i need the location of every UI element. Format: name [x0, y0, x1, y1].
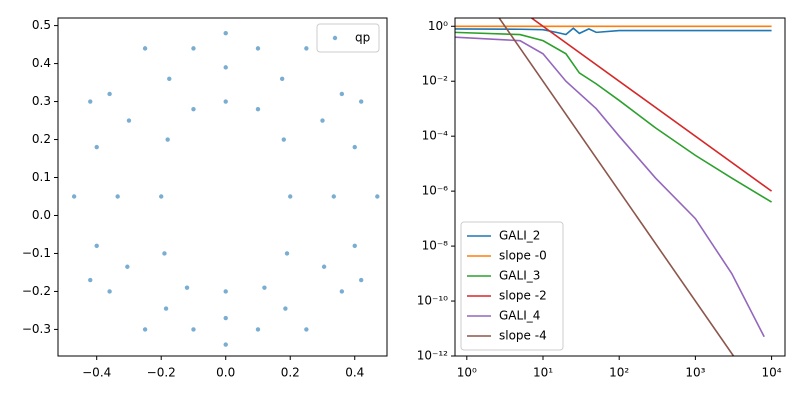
point: [223, 99, 228, 104]
point: [304, 327, 309, 332]
point: [184, 285, 190, 290]
x-tick-label: −0.2: [147, 366, 176, 380]
legend-box: [316, 23, 380, 53]
point: [94, 144, 99, 150]
legend-label: qp: [355, 31, 370, 45]
point: [88, 277, 93, 283]
y-tick-label: 10⁰: [428, 19, 448, 33]
point: [126, 118, 132, 123]
point: [223, 315, 228, 321]
y-tick-label: 0.3: [32, 94, 51, 108]
point: [339, 91, 345, 97]
plot-area: [71, 30, 380, 347]
point: [284, 251, 290, 256]
axes-frame: [57, 17, 388, 357]
point: [320, 118, 325, 123]
point: [125, 264, 130, 269]
point: [331, 194, 336, 199]
point: [142, 46, 148, 51]
y-tick-label: 0.0: [32, 208, 51, 222]
x-tick-label: 10²: [609, 366, 629, 380]
point: [163, 306, 169, 311]
y-tick-label: 10⁻⁴: [422, 129, 449, 143]
point: [358, 277, 364, 283]
y-tick-label: 10⁻¹²: [417, 349, 448, 363]
x-tick-label: 0.4: [345, 366, 364, 380]
point: [375, 194, 380, 199]
legend-label: slope -0: [499, 249, 547, 263]
point: [255, 327, 261, 332]
y-tick-label: 0.2: [32, 132, 51, 146]
point: [339, 289, 345, 294]
plot-area: [455, 18, 773, 356]
point: [115, 194, 120, 199]
point: [165, 137, 170, 142]
point: [304, 46, 309, 51]
point: [283, 306, 288, 311]
point: [107, 289, 112, 294]
point: [352, 243, 357, 249]
x-tick-label: 0.0: [216, 366, 235, 380]
point: [191, 327, 196, 332]
x-tick-label: 10⁴: [762, 366, 782, 380]
point: [88, 99, 93, 104]
y-tick-label: −0.3: [22, 322, 51, 336]
x-tick-label: −0.4: [82, 366, 111, 380]
y-tick-label: −0.2: [22, 284, 51, 298]
line: [530, 18, 773, 192]
line: [455, 36, 765, 338]
point: [107, 91, 112, 97]
point: [262, 285, 267, 290]
point: [71, 194, 77, 199]
point: [159, 194, 164, 199]
point: [223, 342, 228, 347]
line: [498, 18, 735, 356]
line: [455, 27, 772, 36]
y-tick-label: 0.5: [32, 18, 51, 32]
y-tick-label: 10⁻¹⁰: [417, 294, 448, 308]
point: [281, 137, 286, 142]
point: [321, 264, 327, 269]
x-tick-label: 10³: [685, 366, 705, 380]
legend-label: GALI_4: [499, 309, 540, 323]
legend-box: [460, 221, 564, 351]
point: [162, 251, 167, 256]
point: [223, 65, 228, 70]
point: [223, 30, 228, 36]
axes-frame: [454, 17, 786, 357]
y-tick-label: 10⁻⁶: [422, 184, 449, 198]
y-tick-label: 0.1: [32, 170, 51, 184]
point: [358, 99, 364, 104]
point: [94, 243, 99, 249]
line: [455, 31, 772, 203]
legend-label: slope -2: [499, 289, 547, 303]
legend-marker: [332, 35, 338, 41]
y-tick-label: 10⁻²: [422, 74, 449, 88]
point: [255, 106, 261, 112]
x-tick-label: 0.2: [281, 366, 300, 380]
point: [191, 106, 196, 112]
point: [352, 144, 357, 150]
point: [279, 76, 285, 81]
legend-label: slope -4: [499, 329, 547, 343]
point: [167, 76, 172, 81]
y-tick-label: 0.4: [32, 56, 51, 70]
point: [288, 194, 293, 199]
y-tick-label: 10⁻⁸: [422, 239, 449, 253]
point: [191, 46, 196, 51]
x-tick-label: 10¹: [533, 366, 553, 380]
x-tick-label: 10⁰: [457, 366, 477, 380]
point: [142, 327, 148, 332]
legend-label: GALI_3: [499, 269, 540, 283]
legend-label: GALI_2: [499, 229, 540, 243]
point: [255, 46, 261, 51]
point: [223, 289, 228, 294]
y-tick-label: −0.1: [22, 246, 51, 260]
